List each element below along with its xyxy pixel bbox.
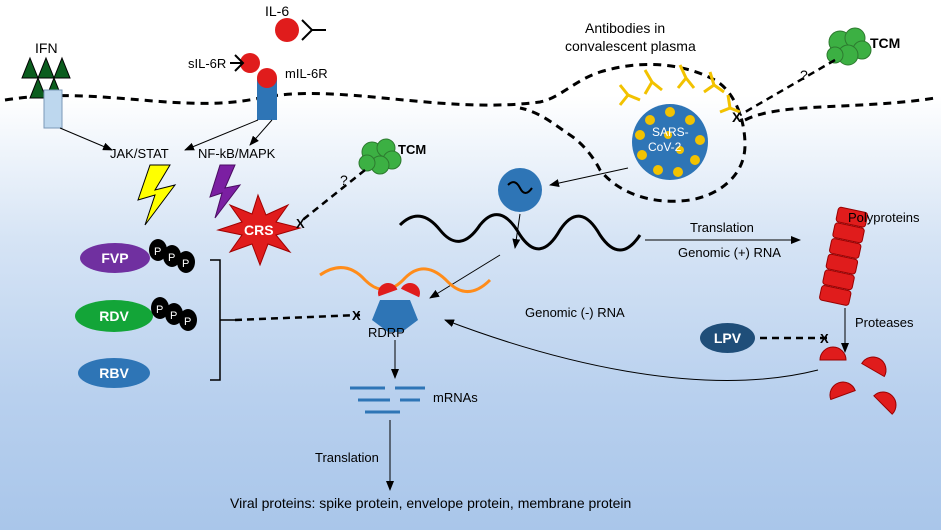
drugs-dashed xyxy=(235,315,360,320)
fvp-pill: FVP xyxy=(80,243,150,273)
mrnas-label: mRNAs xyxy=(433,390,478,405)
arrow-ifn-jakstat xyxy=(60,128,112,150)
arrow-mil6r-nfkb xyxy=(250,120,272,145)
translation2-label: Translation xyxy=(315,450,379,465)
mrnas-lines xyxy=(350,388,425,412)
q-mark-1: ? xyxy=(800,67,808,83)
tcm1-label: TCM xyxy=(870,35,900,51)
drugs-bracket xyxy=(210,260,235,380)
cov2-label: CoV-2 xyxy=(648,140,681,154)
rdrp-label: RDRP xyxy=(368,325,405,340)
viralproteins-label: Viral proteins: spike protein, envelope … xyxy=(230,495,631,511)
ifn-label: IFN xyxy=(35,40,58,56)
il6-antibody xyxy=(302,20,326,40)
convalescent-label: convalescent plasma xyxy=(565,38,696,54)
polyproteins-label: Polyproteins xyxy=(848,210,920,225)
tcm-cluster-mid xyxy=(359,139,401,174)
rbv-pill: RBV xyxy=(78,358,150,388)
tcm2-label: TCM xyxy=(398,142,426,157)
arrow-virus-to-endosome xyxy=(550,168,628,185)
sars-label: SARS- xyxy=(652,125,689,139)
il6-label: IL-6 xyxy=(265,3,289,19)
q-mark-2: ? xyxy=(340,172,348,188)
x-mark-2: X xyxy=(296,216,305,231)
proteases-label: Proteases xyxy=(855,315,914,330)
rdrp-red2 xyxy=(401,280,423,298)
genomicminus-label: Genomic (-) RNA xyxy=(525,305,625,320)
x-mark-3: X xyxy=(820,331,829,346)
il6-circle xyxy=(275,18,299,42)
ifn-receptor xyxy=(44,90,62,128)
crs-label: CRS xyxy=(244,222,274,238)
mil6r-top xyxy=(257,68,277,88)
fvp-text: FVP xyxy=(101,250,128,266)
lightning-yellow xyxy=(138,165,175,225)
rbv-text: RBV xyxy=(99,365,129,381)
translation-label: Translation xyxy=(690,220,754,235)
x-mark-1: X xyxy=(732,109,742,125)
genomicplus-label: Genomic (+) RNA xyxy=(678,245,781,260)
sil6r-y xyxy=(230,55,243,71)
lpv-text: LPV xyxy=(714,330,741,346)
sil6r-label: sIL-6R xyxy=(188,56,226,71)
nfkb-label: NF-kB/MAPK xyxy=(198,146,275,161)
x-mark-4: X xyxy=(352,308,361,323)
mil6r-label: mIL-6R xyxy=(285,66,328,81)
tcm-mid-dashed xyxy=(300,170,365,222)
cleaved-proteins xyxy=(820,347,901,414)
antibodies-y xyxy=(620,65,740,112)
rdv-pill: RDV xyxy=(75,300,153,332)
jakstat-label: JAK/STAT xyxy=(110,146,169,161)
lpv-pill: LPV xyxy=(700,323,755,353)
genomic-plus-rna xyxy=(400,215,640,250)
rdv-text: RDV xyxy=(99,308,129,324)
genomic-minus-curve xyxy=(445,320,818,380)
antibodies-label: Antibodies in xyxy=(585,20,665,36)
